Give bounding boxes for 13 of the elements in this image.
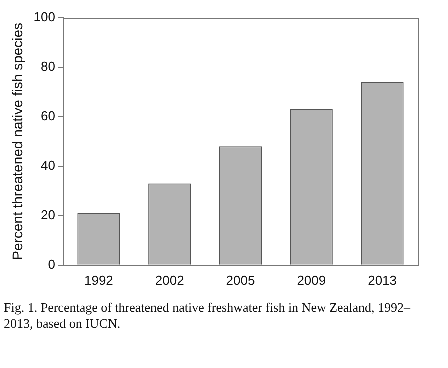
- y-tick-label: 100: [34, 10, 56, 25]
- x-tick-label: 1992: [84, 272, 114, 288]
- x-tick-label: 2002: [155, 272, 184, 288]
- y-tick-label: 80: [41, 59, 56, 74]
- x-tick-label: 2013: [368, 272, 398, 288]
- y-tick-label: 60: [41, 108, 56, 124]
- y-axis-title: Percent threatened native fish species: [9, 23, 26, 260]
- y-tick-label: 20: [41, 208, 56, 222]
- y-tick-label: 0: [48, 256, 56, 272]
- y-tick-label: 40: [41, 158, 56, 174]
- x-tick-label: 2005: [226, 272, 256, 288]
- x-tick-label: 2009: [297, 272, 326, 288]
- caption: Fig. 1. Percentage of threatened native freshwater fish in New Zealand, 1992–2013, based on IUCN.: [4, 300, 412, 332]
